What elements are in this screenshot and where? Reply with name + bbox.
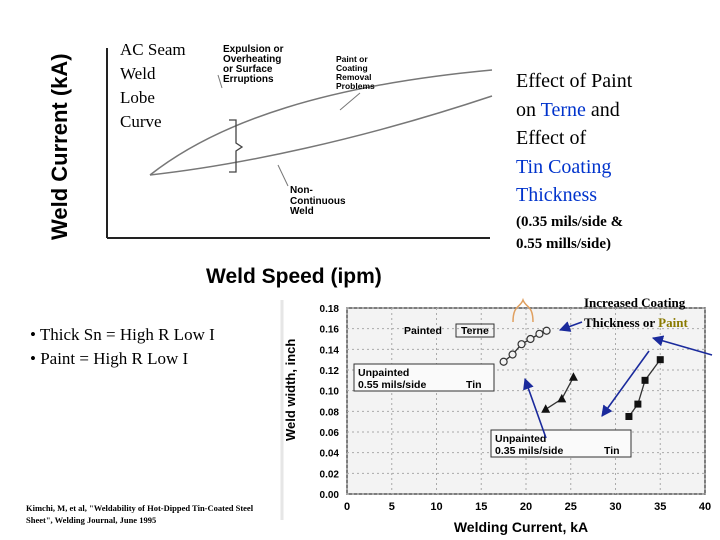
data-point <box>641 376 649 384</box>
y-tick-label: 0.16 <box>320 325 340 336</box>
pointer-arrow <box>601 350 650 417</box>
data-point <box>542 326 551 335</box>
series-label-tin-035: Tin <box>604 445 620 457</box>
bullet-item: • Thick Sn = High R Low I <box>30 325 215 344</box>
paint-annotation: Paint or Coating Removal Problems <box>336 54 375 91</box>
series-label-tin-055: Tin <box>466 379 482 391</box>
series-label-painted: Painted <box>404 325 442 337</box>
x-tick-label: 20 <box>520 501 532 513</box>
lobe-curve-label: AC Seam Weld Lobe Curve <box>120 40 186 131</box>
series-label-unpainted-035: Unpainted <box>495 433 546 445</box>
data-point <box>517 340 526 349</box>
weld-width-chart: 0.18 0.16 0.14 0.12 0.10 0.08 0.06 0.04 0.02 0.00… <box>283 304 711 535</box>
x-tick-label: 40 <box>699 501 711 513</box>
svg-text:Weld: Weld <box>290 206 314 217</box>
painted-bracket <box>512 297 534 323</box>
svg-text:Erruptions: Erruptions <box>223 74 274 85</box>
x-tick-label: 25 <box>565 501 577 513</box>
pointer-arrow <box>558 321 583 332</box>
expulsion-leader <box>217 74 223 89</box>
x-tick-label: 0 <box>344 501 350 513</box>
svg-text:Non-: Non- <box>290 185 313 196</box>
x-tick-label: 35 <box>654 501 666 513</box>
y-tick-label: 0.00 <box>320 490 340 501</box>
y-tick-label: 0.08 <box>320 407 340 418</box>
series-label-terne: Terne <box>461 325 489 337</box>
y-tick-label: 0.02 <box>320 469 340 480</box>
paint-leader <box>339 92 361 111</box>
data-point <box>526 334 535 344</box>
citation: Kimchi, M, et al, "Weldability of Hot-Di… <box>26 503 254 525</box>
x-tick-label: 5 <box>389 501 395 513</box>
y-tick-label: 0.14 <box>320 345 340 356</box>
data-point <box>557 393 567 403</box>
pointer-arrow <box>523 377 547 439</box>
svg-text:Removal: Removal <box>336 72 371 82</box>
series-line <box>628 359 661 417</box>
lobe-ylabel: Weld Current (kA) <box>47 53 72 240</box>
data-point <box>535 329 544 338</box>
data-point <box>634 400 642 408</box>
x-tick-label: 15 <box>475 501 487 513</box>
pointer-arrow <box>651 335 713 356</box>
svg-text:Expulsion or: Expulsion or <box>223 44 284 55</box>
svg-text:or Surface: or Surface <box>223 64 273 75</box>
series-label-035: 0.35 mils/side <box>495 445 563 457</box>
increased-coating-note: Increased Coating Thickness or Paint <box>584 295 688 330</box>
y-tick-label: 0.04 <box>320 449 340 460</box>
lobe-brace <box>229 119 244 173</box>
x-tick-label: 30 <box>609 501 621 513</box>
label-box-055 <box>353 363 495 392</box>
label-box-035 <box>490 429 632 458</box>
effect-title: Effect of Paint on Terne and Effect of T… <box>516 70 633 206</box>
svg-text:Overheating: Overheating <box>223 54 281 65</box>
data-point <box>656 356 664 364</box>
plot-area <box>346 307 706 495</box>
series-label-unpainted-055: Unpainted <box>358 367 409 379</box>
data-point <box>499 357 508 366</box>
lobe-xlabel: Weld Speed (ipm) <box>206 265 382 288</box>
data-point <box>625 413 633 420</box>
terne-box <box>455 323 495 338</box>
svg-text:Continuous: Continuous <box>290 196 346 207</box>
data-point <box>508 350 517 359</box>
svg-text:Paint or: Paint or <box>336 54 368 64</box>
effect-subtitle: (0.35 mils/side & 0.55 mills/side) <box>516 214 624 252</box>
y-tick-label: 0.10 <box>320 387 340 398</box>
expulsion-annotation: Expulsion or Overheating or Surface Erru… <box>223 44 284 85</box>
chart-xlabel: Welding Current, kA <box>454 519 588 535</box>
y-tick-label: 0.06 <box>320 428 340 439</box>
svg-text:Coating: Coating <box>336 63 368 73</box>
data-point <box>568 372 578 381</box>
svg-text:Problems: Problems <box>336 81 375 91</box>
y-tick-label: 0.18 <box>320 304 340 315</box>
bullet-list: • Thick Sn = High R Low I • Paint = High… <box>30 323 215 371</box>
lobe-lower-curve <box>149 95 493 176</box>
x-tick-label: 10 <box>430 501 442 513</box>
series-label-055: 0.55 mils/side <box>358 379 426 391</box>
y-tick-label: 0.12 <box>320 366 340 377</box>
noncontinuous-annotation: Non- Continuous Weld <box>290 185 346 217</box>
bullet-item: • Paint = High R Low I <box>30 349 189 368</box>
chart-ylabel: Weld width, inch <box>283 339 298 441</box>
noncont-leader <box>277 164 289 187</box>
lobe-upper-curve <box>149 69 493 176</box>
data-point <box>541 404 551 413</box>
